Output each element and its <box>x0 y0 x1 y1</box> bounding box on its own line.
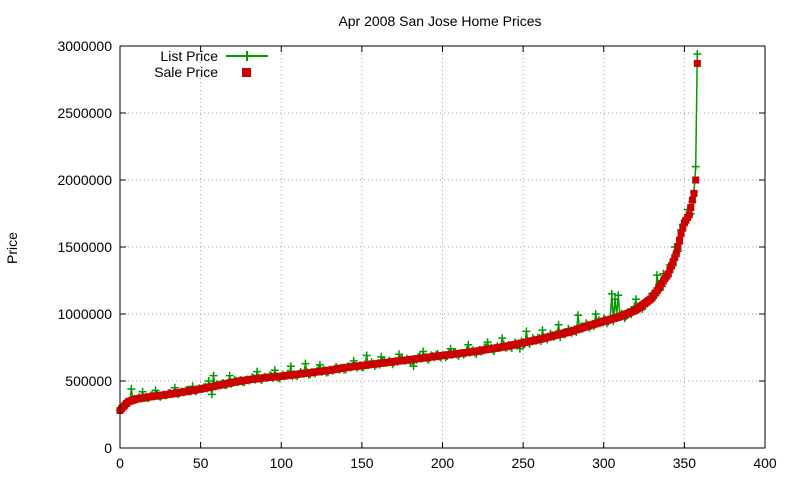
list-price-point <box>611 295 619 304</box>
sale-price-point <box>679 224 687 232</box>
axis-ticks: 0 50 100 150 200 250 300 350 400 0 500000 1000000 15… <box>57 38 776 471</box>
sale-price-point <box>666 266 674 274</box>
sale-price-point <box>671 254 679 262</box>
list-price-point <box>653 271 661 280</box>
sale-price-point <box>690 189 698 197</box>
x-tick-label: 200 <box>431 455 455 471</box>
x-tick-label: 100 <box>270 455 294 471</box>
list-price-point <box>362 351 371 360</box>
x-tick-label: 150 <box>350 455 374 471</box>
sale-price-point <box>674 243 682 251</box>
list-price-point <box>498 334 507 343</box>
list-price-point <box>607 289 616 298</box>
y-tick-label: 2000000 <box>57 172 112 188</box>
grid-lines <box>120 46 765 448</box>
list-price-point <box>483 338 492 347</box>
list-price-point <box>209 371 218 380</box>
list-price-point <box>574 311 582 320</box>
legend-marker-sale-price <box>242 68 251 77</box>
x-tick-label: 250 <box>511 455 535 471</box>
legend-label-list-price: List Price <box>160 48 218 64</box>
list-price-point <box>554 320 563 329</box>
legend-marker-list-price <box>242 51 252 61</box>
list-price-point <box>614 291 623 300</box>
list-price-point <box>253 367 262 376</box>
x-tick-label: 50 <box>193 455 209 471</box>
y-tick-label: 3000000 <box>57 38 112 54</box>
x-tick-label: 0 <box>116 455 124 471</box>
list-price-point <box>693 50 702 58</box>
y-tick-label: 2500000 <box>57 105 112 121</box>
list-price-point <box>301 359 310 368</box>
sale-price-point <box>668 262 675 270</box>
list-price-point <box>632 295 640 304</box>
y-axis-label: Price <box>4 232 20 264</box>
list-price-point <box>591 310 600 318</box>
list-price-point <box>538 326 547 335</box>
list-price-point <box>315 360 324 369</box>
sale-price-point <box>693 59 701 67</box>
list-price-point <box>286 362 295 371</box>
sale-price-point <box>676 236 683 244</box>
sale-price-point <box>677 230 685 238</box>
sale-price-point <box>664 270 672 278</box>
list-price-point <box>270 366 279 375</box>
x-tick-label: 300 <box>592 455 616 471</box>
x-tick-label: 350 <box>673 455 697 471</box>
y-tick-label: 1000000 <box>57 306 112 322</box>
list-price-point <box>225 371 234 380</box>
chart-title: Apr 2008 San Jose Home Prices <box>338 13 541 29</box>
sale-price-point <box>669 258 677 266</box>
x-tick-label: 400 <box>753 455 777 471</box>
legend-label-sale-price: Sale Price <box>154 64 218 80</box>
y-tick-label: 1500000 <box>57 239 112 255</box>
sale-price-point <box>685 211 693 219</box>
sale-price-point <box>687 204 695 211</box>
list-price-point <box>207 390 216 399</box>
legend: List Price Sale Price <box>154 48 268 80</box>
list-price-point <box>522 327 531 336</box>
plot-series <box>116 50 702 414</box>
sale-price-point <box>692 176 700 184</box>
list-price-point <box>127 385 136 393</box>
sale-price-point <box>672 250 680 258</box>
y-tick-label: 500000 <box>65 373 112 389</box>
list-price-point <box>691 162 700 171</box>
list-price-point <box>464 340 473 349</box>
list-price-point <box>409 362 418 371</box>
sale-price-point <box>688 196 696 204</box>
y-tick-label: 0 <box>104 440 112 456</box>
